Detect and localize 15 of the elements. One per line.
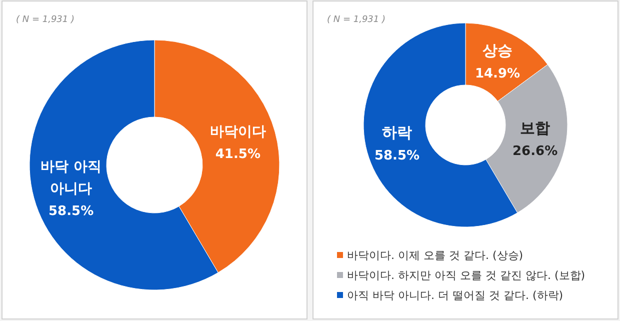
text: 바닥이다. 이제 오를 것 같다. (상승) bbox=[347, 249, 524, 262]
slice-label: 바닥이다 bbox=[210, 124, 266, 140]
data-label: 14.9% bbox=[474, 66, 520, 82]
slice-label: 상승 bbox=[482, 42, 513, 60]
slice-label: 보합 bbox=[520, 119, 550, 138]
text: 바닥이다. 하지만 아직 오를 것 같진 않다. (보합) bbox=[347, 269, 586, 282]
slice-label: 바닥 아직 아니다 bbox=[40, 158, 102, 197]
data-label: 58.5% bbox=[48, 204, 94, 219]
data-label: 41.5% bbox=[215, 147, 260, 162]
slice-label: 하락 bbox=[382, 124, 412, 142]
data-label: 58.5% bbox=[374, 148, 420, 164]
text: 아직 바닥 아니다. 더 떨어질 것 같다. (하락) bbox=[347, 289, 564, 302]
chart-subtitle: ( N = 1,931 ) bbox=[16, 15, 75, 25]
data-label: 26.6% bbox=[512, 144, 558, 160]
chart-subtitle: ( N = 1,931 ) bbox=[327, 15, 386, 25]
